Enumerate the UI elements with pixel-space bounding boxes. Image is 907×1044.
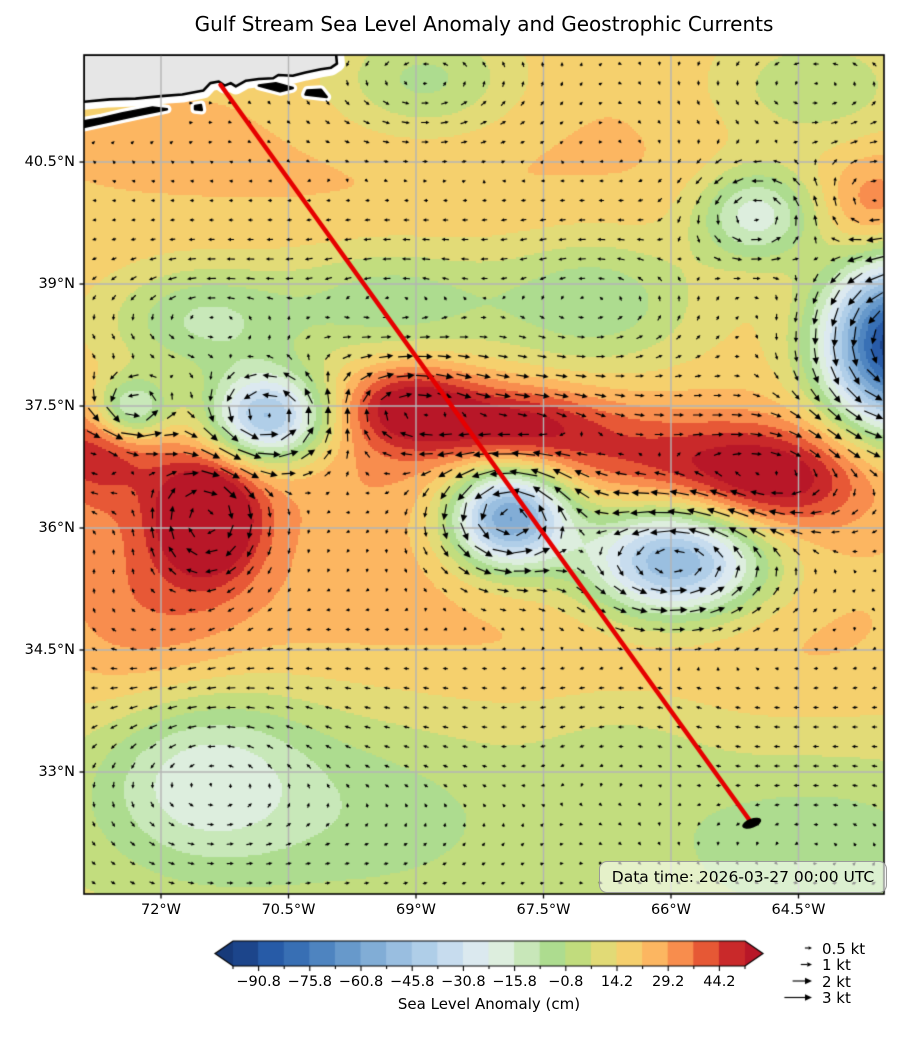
quiver-key-label-2kt: 2 kt <box>822 973 851 991</box>
y-tick-label-1: 39°N <box>38 276 75 293</box>
quiver-key-label-3kt: 3 kt <box>822 989 851 1007</box>
quiver-key-label-0.5kt: 0.5 kt <box>822 940 866 958</box>
colorbar-tick-label-6: −0.8 <box>548 974 584 990</box>
x-tick-label-4: 66°W <box>650 902 692 918</box>
colorbar-tick-label-9: 44.2 <box>703 974 736 990</box>
y-tick-label-2: 37.5°N <box>24 398 75 415</box>
x-tick-label-2: 69°W <box>395 902 437 918</box>
quiver-key-label-1kt: 1 kt <box>822 956 851 974</box>
x-tick-label-3: 67.5°W <box>516 902 571 918</box>
y-tick-label-3: 36°N <box>38 520 75 536</box>
colorbar-tick-label-7: 14.2 <box>600 974 634 990</box>
chart-title: Gulf Stream Sea Level Anomaly and Geostr… <box>194 12 774 36</box>
colorbar-tick-label-0: −90.8 <box>236 974 281 990</box>
colorbar-tick-label-1: −75.8 <box>287 974 333 990</box>
colorbar-label: Sea Level Anomaly (cm) <box>397 995 581 1013</box>
x-tick-label-1: 70.5°W <box>261 902 316 918</box>
colorbar-tick-label-4: −30.8 <box>441 974 486 990</box>
y-tick-label-5: 33°N <box>38 764 75 780</box>
colorbar-tick-label-5: −15.8 <box>492 974 537 990</box>
data-time-badge: Data time: 2026-03-27 00:00 UTC <box>599 861 887 893</box>
y-tick-label-0: 40.5°N <box>24 154 75 171</box>
x-tick-label-0: 72°W <box>140 902 182 918</box>
colorbar-tick-label-8: 29.2 <box>652 974 685 990</box>
y-tick-label-4: 34.5°N <box>24 642 75 658</box>
x-tick-label-5: 64.5°W <box>771 902 826 918</box>
colorbar-tick-label-2: −60.8 <box>338 974 384 990</box>
colorbar-tick-label-3: −45.8 <box>389 974 435 990</box>
